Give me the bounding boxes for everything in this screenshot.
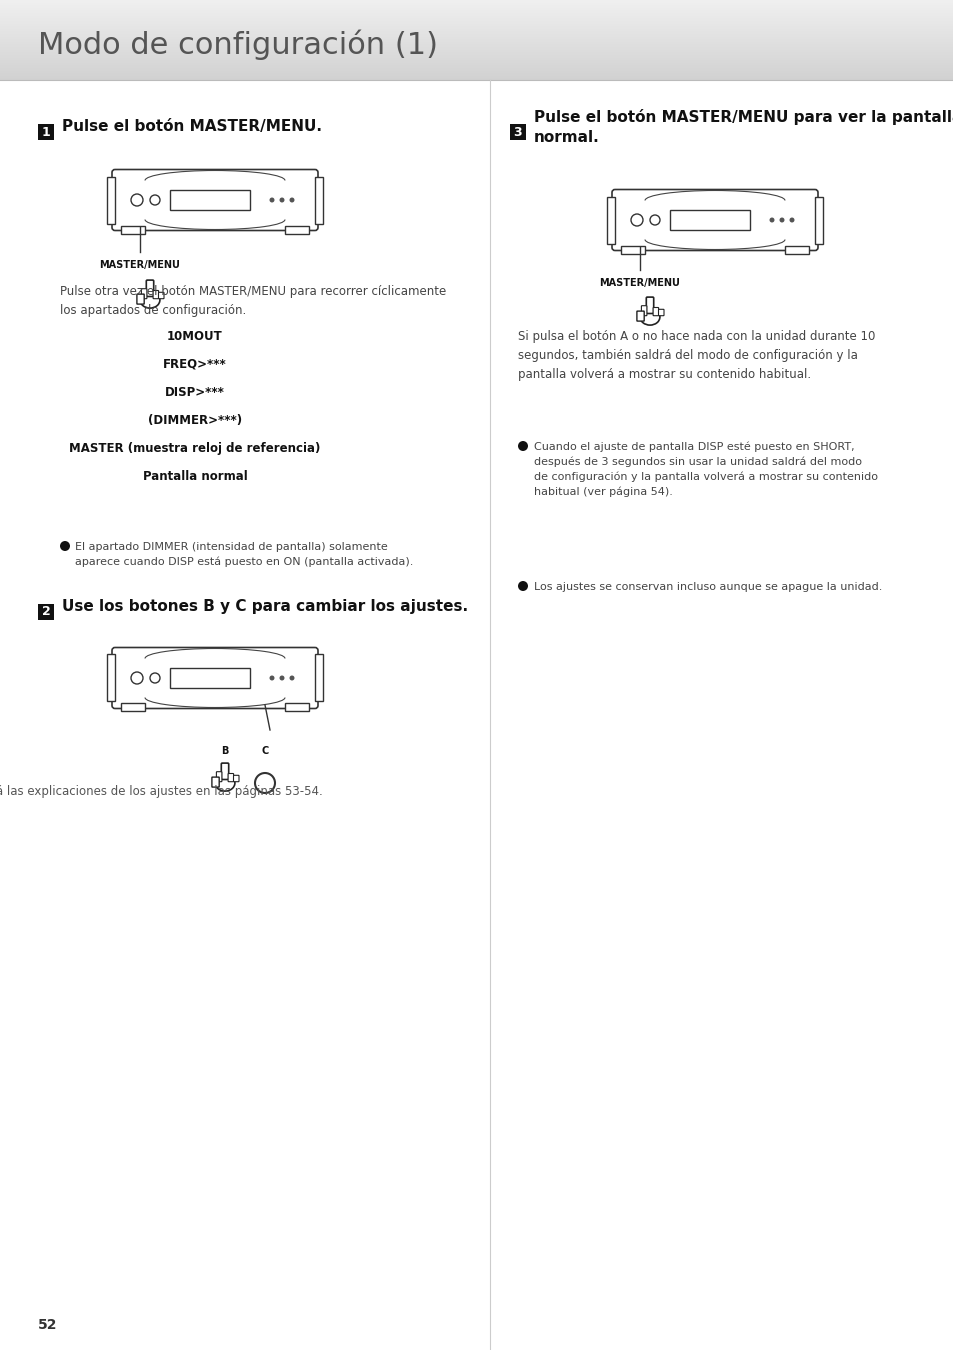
Circle shape (150, 194, 160, 205)
Text: Pantalla normal: Pantalla normal (143, 470, 247, 483)
Ellipse shape (639, 309, 659, 325)
Text: B: B (221, 747, 229, 756)
Bar (121, 225, 145, 234)
Text: Si pulsa el botón A o no hace nada con la unidad durante 10
segundos, también sa: Si pulsa el botón A o no hace nada con l… (517, 329, 875, 381)
FancyBboxPatch shape (141, 289, 147, 298)
Bar (285, 225, 309, 234)
FancyBboxPatch shape (216, 772, 222, 782)
Text: 3: 3 (513, 126, 521, 139)
Bar (170, 190, 250, 211)
Bar (814, 197, 822, 243)
Text: (DIMMER>***): (DIMMER>***) (148, 414, 242, 427)
FancyBboxPatch shape (233, 775, 239, 782)
Circle shape (269, 675, 274, 680)
Bar (38, 603, 54, 620)
Circle shape (131, 672, 143, 684)
Text: 2: 2 (42, 606, 51, 618)
Bar (0, 0, 953, 80)
Text: El apartado DIMMER (intensidad de pantalla) solamente
aparece cuando DISP está p: El apartado DIMMER (intensidad de pantal… (75, 541, 413, 567)
Bar (784, 246, 808, 254)
FancyBboxPatch shape (640, 305, 646, 316)
Circle shape (289, 675, 294, 680)
Bar (314, 177, 323, 224)
Bar (121, 703, 145, 711)
Bar (606, 197, 615, 243)
Text: MASTER/MENU: MASTER/MENU (598, 278, 679, 288)
Circle shape (150, 674, 160, 683)
Text: MASTER/MENU: MASTER/MENU (99, 261, 180, 270)
FancyBboxPatch shape (228, 774, 233, 782)
Bar (669, 211, 749, 230)
Text: Pulse otra vez el botón MASTER/MENU para recorrer cíclicamente
los apartados de : Pulse otra vez el botón MASTER/MENU para… (60, 285, 446, 317)
Bar (314, 655, 323, 702)
Bar (285, 703, 309, 711)
Text: C: C (261, 747, 269, 756)
Text: 1: 1 (42, 126, 51, 139)
Circle shape (269, 197, 274, 202)
FancyBboxPatch shape (653, 308, 658, 316)
Circle shape (279, 675, 284, 680)
Text: Pulse el botón MASTER/MENU.: Pulse el botón MASTER/MENU. (62, 120, 322, 135)
FancyBboxPatch shape (212, 778, 219, 787)
FancyBboxPatch shape (221, 763, 229, 779)
Circle shape (769, 217, 774, 223)
Text: Los ajustes se conservan incluso aunque se apague la unidad.: Los ajustes se conservan incluso aunque … (534, 582, 882, 593)
Bar (107, 177, 115, 224)
FancyBboxPatch shape (137, 294, 144, 304)
Bar (620, 246, 644, 254)
Circle shape (131, 194, 143, 207)
Circle shape (789, 217, 794, 223)
Ellipse shape (140, 292, 160, 308)
Text: Use los botones B y C para cambiar los ajustes.: Use los botones B y C para cambiar los a… (62, 599, 468, 614)
FancyBboxPatch shape (612, 189, 817, 251)
Bar (38, 124, 54, 140)
Text: Encontrará las explicaciones de los ajustes en las páginas 53-54.: Encontrará las explicaciones de los ajus… (0, 784, 322, 798)
FancyBboxPatch shape (112, 170, 317, 231)
Bar (170, 668, 250, 688)
Text: FREQ>***: FREQ>*** (163, 358, 227, 371)
Text: Pulse el botón MASTER/MENU para ver la pantalla
normal.: Pulse el botón MASTER/MENU para ver la p… (534, 109, 953, 144)
Text: MASTER (muestra reloj de referencia): MASTER (muestra reloj de referencia) (70, 441, 320, 455)
FancyBboxPatch shape (112, 648, 317, 709)
FancyBboxPatch shape (645, 297, 653, 313)
Circle shape (279, 197, 284, 202)
Bar (107, 655, 115, 702)
Bar (510, 124, 525, 140)
Text: DISP>***: DISP>*** (165, 386, 225, 400)
Circle shape (517, 441, 527, 451)
Text: Modo de configuración (1): Modo de configuración (1) (38, 30, 437, 61)
FancyBboxPatch shape (146, 279, 153, 297)
Circle shape (289, 197, 294, 202)
Ellipse shape (214, 775, 234, 791)
FancyBboxPatch shape (152, 290, 158, 298)
FancyBboxPatch shape (637, 310, 643, 321)
Text: Cuando el ajuste de pantalla DISP esté puesto en SHORT,
después de 3 segundos si: Cuando el ajuste de pantalla DISP esté p… (534, 441, 877, 497)
Circle shape (630, 215, 642, 225)
Circle shape (517, 580, 527, 591)
Text: 52: 52 (38, 1318, 57, 1332)
Circle shape (779, 217, 783, 223)
FancyBboxPatch shape (158, 293, 164, 298)
Circle shape (60, 541, 70, 551)
Circle shape (649, 215, 659, 225)
FancyBboxPatch shape (658, 309, 663, 316)
Text: 10MOUT: 10MOUT (167, 329, 223, 343)
Circle shape (254, 774, 274, 792)
